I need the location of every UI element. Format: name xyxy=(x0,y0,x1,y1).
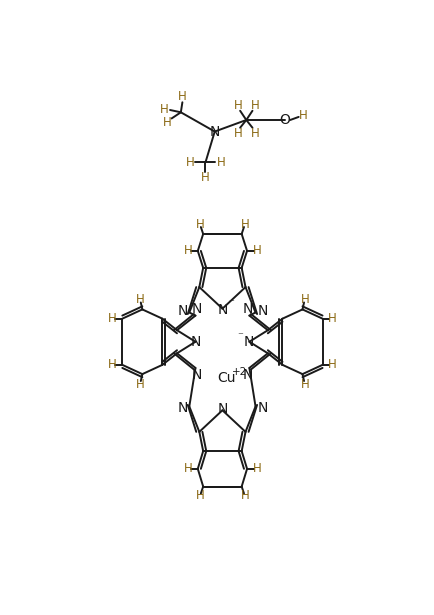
Text: N: N xyxy=(243,368,253,382)
Text: ⁻: ⁻ xyxy=(228,298,234,308)
Text: H: H xyxy=(240,218,249,231)
Text: N: N xyxy=(243,335,254,349)
Text: N: N xyxy=(192,368,202,382)
Text: H: H xyxy=(328,312,337,325)
Text: H: H xyxy=(184,244,192,258)
Text: H: H xyxy=(251,127,260,140)
Text: H: H xyxy=(160,103,169,116)
Text: N: N xyxy=(177,304,187,318)
Text: H: H xyxy=(253,462,261,475)
Text: H: H xyxy=(136,378,145,391)
Text: N: N xyxy=(257,401,268,415)
Text: H: H xyxy=(186,156,194,169)
Text: H: H xyxy=(240,490,249,502)
Text: ⁻: ⁻ xyxy=(237,331,243,341)
Text: H: H xyxy=(328,359,337,371)
Text: H: H xyxy=(300,293,309,306)
Text: H: H xyxy=(253,244,261,258)
Text: N: N xyxy=(177,401,187,415)
Text: H: H xyxy=(108,359,117,371)
Text: H: H xyxy=(136,293,145,306)
Text: H: H xyxy=(178,90,187,103)
Text: H: H xyxy=(196,218,204,231)
Text: Cu: Cu xyxy=(217,371,236,385)
Text: H: H xyxy=(201,171,210,184)
Text: H: H xyxy=(163,116,171,129)
Text: O: O xyxy=(279,113,290,127)
Text: N: N xyxy=(217,402,227,416)
Text: H: H xyxy=(299,109,308,122)
Text: N: N xyxy=(210,125,220,140)
Text: H: H xyxy=(184,462,192,475)
Text: +2: +2 xyxy=(232,367,247,377)
Text: H: H xyxy=(108,312,117,325)
Text: N: N xyxy=(191,335,201,349)
Text: H: H xyxy=(300,378,309,391)
Text: N: N xyxy=(243,301,253,315)
Text: N: N xyxy=(192,301,202,315)
Text: H: H xyxy=(217,156,225,169)
Text: H: H xyxy=(233,127,242,140)
Text: H: H xyxy=(196,490,204,502)
Text: H: H xyxy=(251,99,260,112)
Text: N: N xyxy=(257,304,268,318)
Text: H: H xyxy=(233,99,242,112)
Text: N: N xyxy=(217,303,227,317)
